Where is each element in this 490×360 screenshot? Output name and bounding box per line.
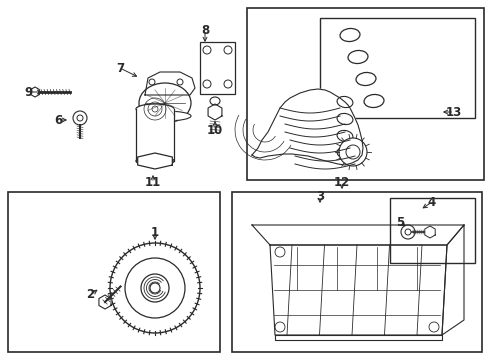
Circle shape (150, 283, 160, 293)
Ellipse shape (356, 72, 376, 86)
Ellipse shape (340, 28, 360, 41)
Bar (390, 198, 475, 263)
Text: 2: 2 (86, 288, 94, 302)
Polygon shape (145, 72, 195, 95)
Ellipse shape (139, 111, 191, 121)
Text: 7: 7 (116, 62, 124, 75)
Polygon shape (252, 225, 464, 245)
Circle shape (149, 79, 155, 85)
Polygon shape (442, 225, 464, 335)
Text: 8: 8 (201, 23, 209, 36)
Circle shape (203, 46, 211, 54)
Ellipse shape (337, 113, 353, 125)
Bar (8, 192, 220, 352)
Polygon shape (99, 295, 111, 309)
Circle shape (125, 258, 185, 318)
Text: 1: 1 (151, 225, 159, 238)
Text: 4: 4 (428, 195, 436, 208)
Ellipse shape (337, 130, 353, 141)
Polygon shape (31, 87, 39, 97)
Polygon shape (138, 153, 172, 169)
Bar (232, 192, 482, 352)
Bar (247, 8, 484, 180)
Ellipse shape (337, 147, 353, 159)
Text: 6: 6 (54, 113, 62, 126)
Circle shape (429, 247, 439, 257)
Polygon shape (275, 335, 442, 340)
Polygon shape (252, 89, 363, 165)
Text: 11: 11 (145, 176, 161, 189)
Polygon shape (208, 104, 222, 120)
Text: 10: 10 (207, 123, 223, 136)
Text: 5: 5 (396, 216, 404, 229)
Circle shape (177, 79, 183, 85)
Circle shape (141, 274, 169, 302)
Circle shape (275, 247, 285, 257)
Ellipse shape (210, 97, 220, 105)
Text: 9: 9 (24, 85, 32, 99)
Circle shape (73, 111, 87, 125)
Ellipse shape (364, 94, 384, 108)
Circle shape (275, 322, 285, 332)
Bar (320, 18, 475, 118)
Circle shape (405, 229, 411, 235)
Circle shape (77, 115, 83, 121)
Polygon shape (425, 226, 435, 238)
Ellipse shape (136, 156, 174, 166)
Circle shape (346, 145, 360, 159)
Ellipse shape (136, 104, 174, 114)
Text: 12: 12 (334, 176, 350, 189)
Circle shape (429, 322, 439, 332)
Text: 3: 3 (316, 190, 324, 203)
Polygon shape (136, 109, 174, 161)
Ellipse shape (348, 50, 368, 63)
Circle shape (401, 225, 415, 239)
Circle shape (224, 80, 232, 88)
Circle shape (203, 80, 211, 88)
Text: 13: 13 (446, 105, 462, 118)
Ellipse shape (139, 83, 191, 123)
Circle shape (339, 138, 367, 166)
Circle shape (224, 46, 232, 54)
Bar (200, 42, 235, 94)
Ellipse shape (337, 96, 353, 108)
Polygon shape (270, 245, 447, 335)
